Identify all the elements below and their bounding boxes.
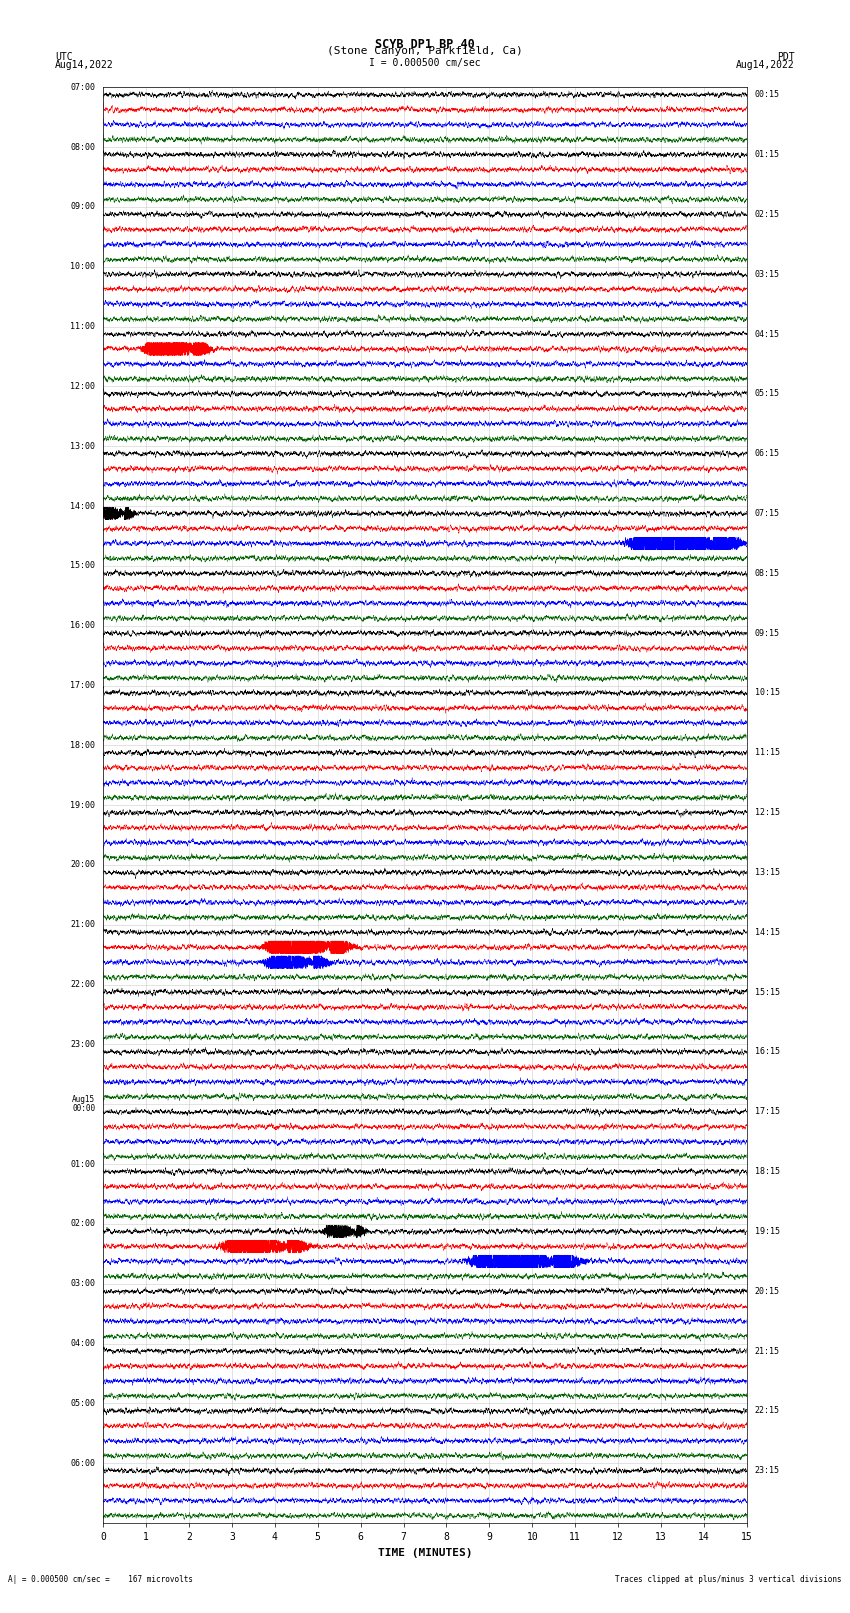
Text: 02:00: 02:00 (71, 1219, 95, 1229)
Text: 14:15: 14:15 (755, 927, 779, 937)
Text: 15:00: 15:00 (71, 561, 95, 571)
Text: Aug14,2022: Aug14,2022 (55, 60, 114, 69)
Text: 21:15: 21:15 (755, 1347, 779, 1355)
Text: 03:15: 03:15 (755, 269, 779, 279)
Text: 11:15: 11:15 (755, 748, 779, 758)
Text: 20:15: 20:15 (755, 1287, 779, 1295)
Text: 06:00: 06:00 (71, 1458, 95, 1468)
Text: PDT: PDT (777, 52, 795, 61)
Text: (Stone Canyon, Parkfield, Ca): (Stone Canyon, Parkfield, Ca) (327, 45, 523, 56)
Text: 05:00: 05:00 (71, 1398, 95, 1408)
Text: 09:15: 09:15 (755, 629, 779, 637)
Text: SCYB DP1 BP 40: SCYB DP1 BP 40 (375, 37, 475, 52)
Text: 23:00: 23:00 (71, 1040, 95, 1048)
Text: 08:15: 08:15 (755, 569, 779, 577)
Text: 09:00: 09:00 (71, 202, 95, 211)
Text: 04:15: 04:15 (755, 329, 779, 339)
Text: 10:00: 10:00 (71, 263, 95, 271)
Text: 04:00: 04:00 (71, 1339, 95, 1348)
Text: 13:00: 13:00 (71, 442, 95, 450)
Text: 06:15: 06:15 (755, 448, 779, 458)
Text: 18:00: 18:00 (71, 740, 95, 750)
Text: 19:15: 19:15 (755, 1227, 779, 1236)
Text: 20:00: 20:00 (71, 860, 95, 869)
Text: 12:15: 12:15 (755, 808, 779, 818)
Text: 22:15: 22:15 (755, 1407, 779, 1416)
Text: 21:00: 21:00 (71, 921, 95, 929)
Text: A| = 0.000500 cm/sec =    167 microvolts: A| = 0.000500 cm/sec = 167 microvolts (8, 1574, 194, 1584)
Text: 14:00: 14:00 (71, 502, 95, 511)
Text: 19:00: 19:00 (71, 800, 95, 810)
Text: 07:00: 07:00 (71, 82, 95, 92)
Text: Aug14,2022: Aug14,2022 (736, 60, 795, 69)
Text: 17:15: 17:15 (755, 1107, 779, 1116)
Text: 10:15: 10:15 (755, 689, 779, 697)
Text: 22:00: 22:00 (71, 981, 95, 989)
Text: UTC: UTC (55, 52, 73, 61)
Text: 02:15: 02:15 (755, 210, 779, 219)
Text: 01:00: 01:00 (71, 1160, 95, 1169)
Text: 17:00: 17:00 (71, 681, 95, 690)
Text: 13:15: 13:15 (755, 868, 779, 877)
Text: Traces clipped at plus/minus 3 vertical divisions: Traces clipped at plus/minus 3 vertical … (615, 1574, 842, 1584)
Text: 11:00: 11:00 (71, 323, 95, 331)
Text: 05:15: 05:15 (755, 389, 779, 398)
Text: 01:15: 01:15 (755, 150, 779, 160)
Text: 00:00: 00:00 (72, 1105, 95, 1113)
Text: 16:15: 16:15 (755, 1047, 779, 1057)
Text: 07:15: 07:15 (755, 510, 779, 518)
Text: 23:15: 23:15 (755, 1466, 779, 1476)
Text: 15:15: 15:15 (755, 987, 779, 997)
Text: 12:00: 12:00 (71, 382, 95, 390)
Text: 18:15: 18:15 (755, 1168, 779, 1176)
Text: 03:00: 03:00 (71, 1279, 95, 1289)
Text: 08:00: 08:00 (71, 142, 95, 152)
Text: 00:15: 00:15 (755, 90, 779, 100)
X-axis label: TIME (MINUTES): TIME (MINUTES) (377, 1548, 473, 1558)
Text: I = 0.000500 cm/sec: I = 0.000500 cm/sec (369, 58, 481, 68)
Text: 16:00: 16:00 (71, 621, 95, 631)
Text: Aug15: Aug15 (72, 1095, 95, 1105)
